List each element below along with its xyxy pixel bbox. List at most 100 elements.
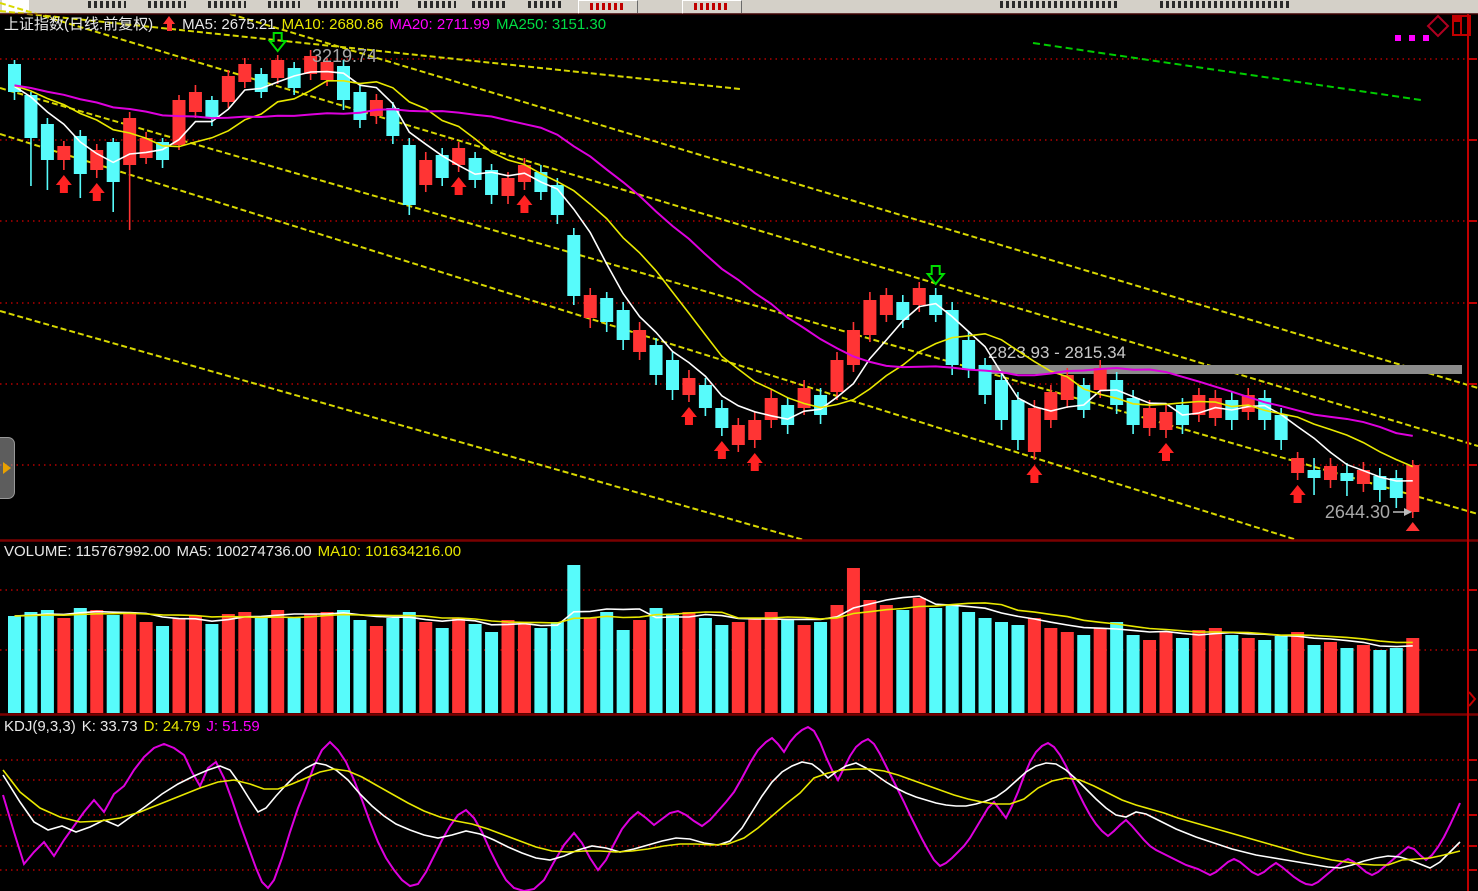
volume-bar <box>1011 625 1025 713</box>
ma250-line <box>1032 42 1422 101</box>
menu-item[interactable] <box>208 1 246 8</box>
candle-body <box>1093 368 1107 390</box>
candle-body <box>682 378 696 395</box>
volume-bar <box>896 610 910 713</box>
menu-item[interactable] <box>148 1 186 8</box>
low-price-arrowhead <box>1404 508 1412 516</box>
ma250-value: MA250: 3151.30 <box>495 16 607 33</box>
volume-bar <box>123 612 137 713</box>
candle-body <box>896 302 910 320</box>
candle-body <box>912 288 926 305</box>
volume-bar <box>386 618 400 713</box>
volume-bar <box>1027 618 1041 713</box>
volume-bar <box>353 620 367 713</box>
kdj-panel-header: KDJ(9,3,3) K: 33.73 D: 24.79 J: 51.59 <box>4 718 266 736</box>
volume-bar <box>402 612 416 713</box>
ma20-value: MA20: 2711.99 <box>389 16 490 33</box>
candle-body <box>1044 392 1058 420</box>
candle-body <box>501 178 515 196</box>
candle-body <box>567 235 581 296</box>
cost-band <box>985 365 1462 374</box>
volume-bar <box>1241 638 1255 713</box>
volume-bar <box>1225 635 1239 713</box>
volume-bar <box>1175 638 1189 713</box>
menu-item-right[interactable] <box>1000 1 1120 8</box>
candle-body <box>369 100 383 116</box>
candle-body <box>1389 478 1403 498</box>
candle-body <box>1143 408 1157 428</box>
instrument-title: 上证指数(日线.前复权) <box>4 16 154 33</box>
cost-band-label: 2823.93 - 2815.34 <box>988 343 1126 362</box>
candle-body <box>879 295 893 315</box>
candle-body <box>600 298 614 322</box>
volume-bar <box>1192 630 1206 713</box>
volume-bar <box>567 565 581 713</box>
ma10-line <box>14 80 1414 468</box>
volume-bar <box>1110 622 1124 713</box>
main-chart-header: 上证指数(日线.前复权) MA5: 2675.21 MA10: 2680.86 MA2… <box>4 16 612 34</box>
menu-item[interactable] <box>472 1 506 8</box>
volume-bar <box>1258 640 1272 713</box>
menu-bar[interactable] <box>0 0 1478 14</box>
buy-signal-arrow-icon <box>516 195 533 213</box>
candle-body <box>846 330 860 365</box>
buy-signal-arrow-icon <box>55 175 72 193</box>
up-arrow-icon <box>163 16 176 31</box>
volume-bar <box>1340 648 1354 713</box>
volume-bar <box>830 605 844 713</box>
volume-bar <box>682 612 696 713</box>
menu-item[interactable] <box>528 1 562 8</box>
volume-bar <box>106 615 120 713</box>
kdj-panel[interactable] <box>0 725 1466 891</box>
volume-bar <box>534 628 548 713</box>
ma5-value: MA5: 2675.21 <box>182 16 276 33</box>
volume-bar <box>172 618 186 713</box>
candle-body <box>962 340 976 370</box>
menu-item[interactable] <box>318 1 398 8</box>
ma5-line <box>14 70 1413 482</box>
volume-bar <box>254 616 268 713</box>
ma10-value: MA10: 2680.86 <box>281 16 384 33</box>
menu-item[interactable] <box>418 1 456 8</box>
sell-signal-arrow-icon <box>267 32 288 53</box>
trendline <box>0 10 741 90</box>
candle-body <box>616 310 630 340</box>
volume-panel-header: VOLUME: 115767992.00 MA5: 100274736.00 MA1… <box>4 543 467 561</box>
trendline <box>229 13 1478 389</box>
kdj-d-line <box>2 768 1461 866</box>
candle-body <box>24 95 38 138</box>
volume-bar <box>764 612 778 713</box>
trendline <box>0 133 1298 541</box>
panel-expand-handle[interactable] <box>0 437 15 499</box>
volume-panel[interactable] <box>0 565 1466 713</box>
candle-body <box>353 92 367 120</box>
volume-bar <box>1093 628 1107 713</box>
candle-body <box>238 64 252 82</box>
candle-body <box>731 425 745 445</box>
candle-body <box>435 155 449 178</box>
volume-bar <box>715 625 729 713</box>
candle-body <box>748 420 762 440</box>
volume-value: VOLUME: 115767992.00 <box>4 543 171 560</box>
volume-bar <box>781 620 795 713</box>
candle-body <box>172 100 186 145</box>
peak-price-label: 3219.74 <box>312 46 377 66</box>
candle-body <box>402 145 416 205</box>
volume-bar <box>369 626 383 713</box>
menu-item[interactable] <box>268 1 300 8</box>
volume-bar <box>24 612 38 713</box>
volume-ma10-line <box>14 602 1413 644</box>
menu-item-right[interactable] <box>1160 1 1290 8</box>
candle-body <box>781 405 795 425</box>
volume-bar <box>1274 636 1288 713</box>
candle-body <box>649 345 663 375</box>
menu-item[interactable] <box>88 1 126 8</box>
volume-bar <box>1060 632 1074 713</box>
buy-signal-arrow-icon <box>1026 465 1043 483</box>
volume-bar <box>698 618 712 713</box>
candle-body <box>929 295 943 315</box>
volume-bar <box>8 616 21 713</box>
volume-bar <box>57 618 71 713</box>
main-candlestick-panel[interactable]: 2823.93 - 2815.34 3219.74 2644.30 <box>0 2 1478 541</box>
